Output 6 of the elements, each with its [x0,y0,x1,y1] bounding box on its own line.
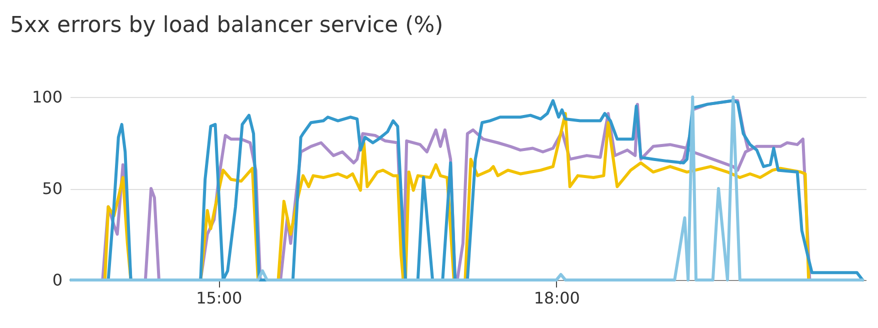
y-tick-label: 0 [52,270,62,290]
chart-title: 5xx errors by load balancer service (%) [10,13,444,38]
y-tick-label: 50 [42,179,62,198]
x-tick-label: 15:00 [196,288,242,308]
x-tick-label: 18:00 [534,288,580,308]
y-tick-label: 100 [32,88,62,106]
